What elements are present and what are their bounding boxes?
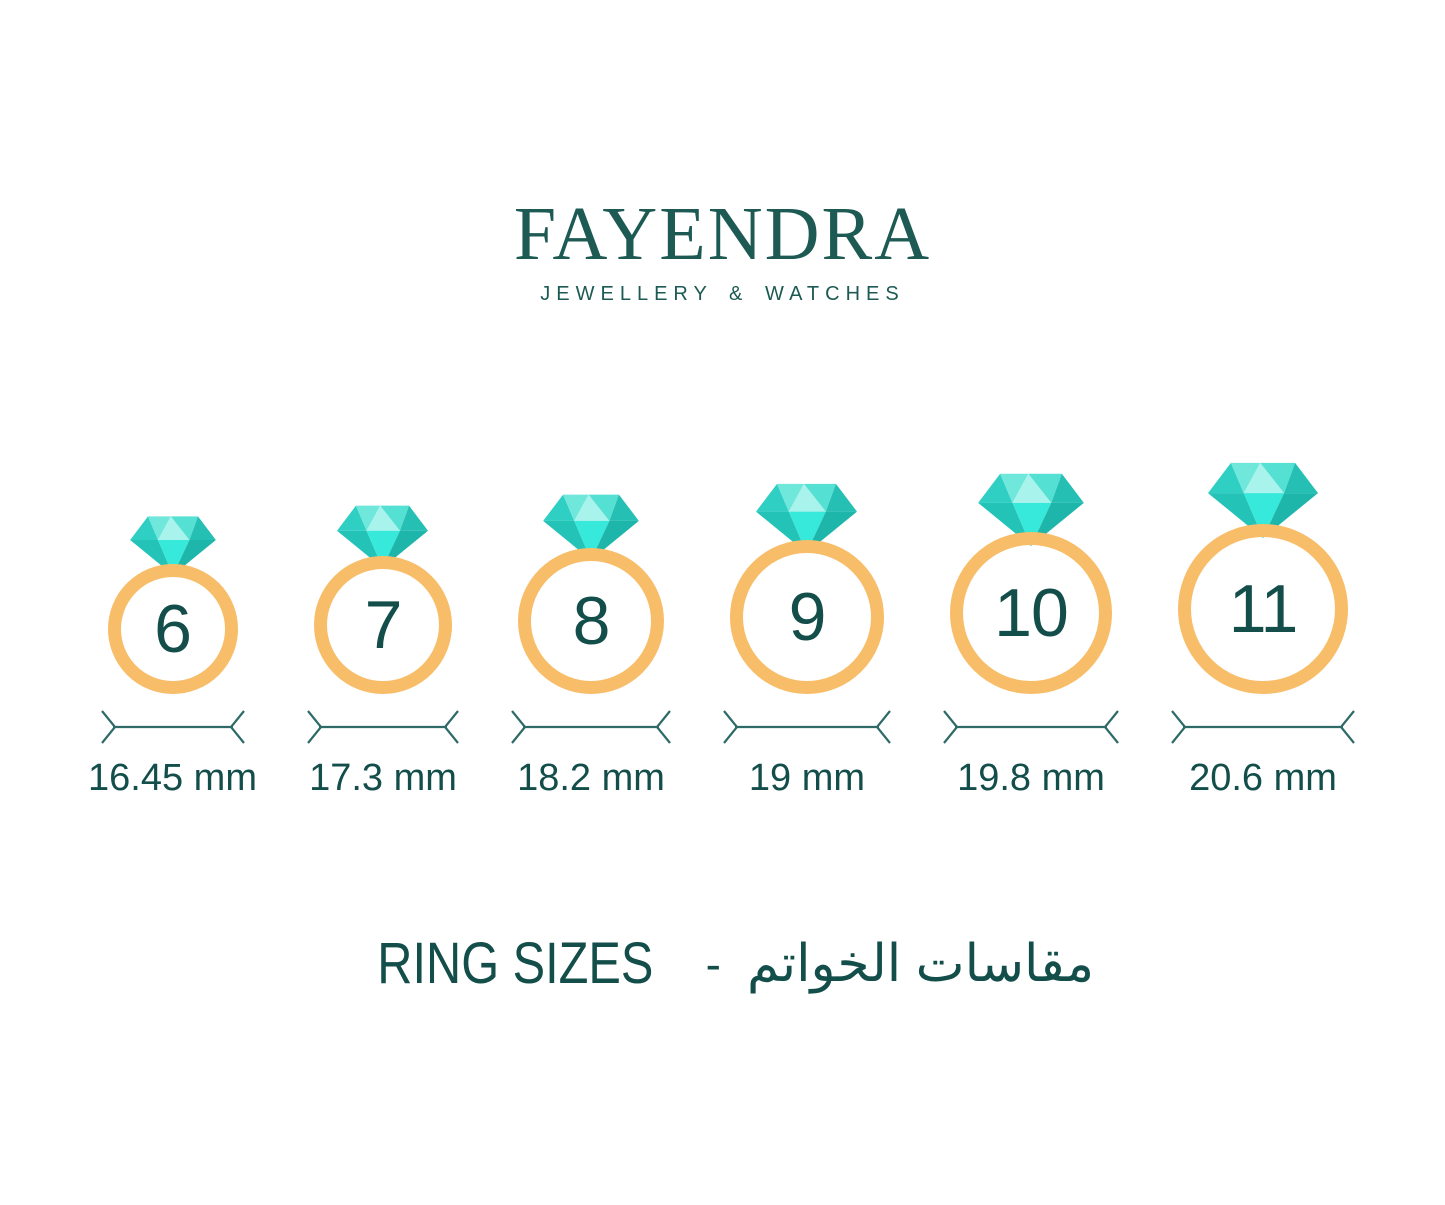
ring-size-number: 7	[364, 587, 403, 663]
chart-title: RING SIZES - مقاسات الخواتم	[0, 930, 1445, 997]
dimension-slot	[99, 694, 247, 746]
width-arrow-icon	[943, 710, 1119, 744]
diamond-icon	[978, 473, 1084, 546]
dimension-slot	[1169, 694, 1357, 746]
dimension-slot	[721, 694, 893, 746]
diameter-label: 19.8 mm	[957, 756, 1105, 799]
ring-size-number: 11	[1228, 571, 1299, 647]
diamond-slot	[543, 493, 639, 560]
ring-size-number: 8	[572, 583, 611, 659]
width-arrow-icon	[511, 710, 671, 744]
ring-column: 11 20.6 mm	[1169, 461, 1357, 800]
diameter-label: 20.6 mm	[1189, 756, 1337, 799]
ring-band-icon: 10	[949, 532, 1112, 694]
width-arrow-icon	[723, 710, 891, 744]
diamond-slot	[337, 504, 429, 568]
chart-title-separator: -	[705, 937, 721, 990]
ring-column: 8 18.2 mm	[509, 493, 673, 800]
ring-band-icon: 6	[107, 564, 238, 694]
width-arrow-icon	[307, 710, 459, 744]
diamond-slot	[1207, 461, 1318, 538]
ring-band-icon: 8	[517, 548, 664, 694]
ring-column: 7 17.3 mm	[305, 504, 461, 800]
ring-band-icon: 7	[313, 556, 452, 694]
diamond-slot	[978, 472, 1084, 546]
chart-title-english: RING SIZES	[377, 931, 654, 996]
brand-tagline: JEWELLERY & WATCHES	[540, 283, 905, 305]
dimension-slot	[941, 694, 1121, 746]
diameter-label: 19 mm	[748, 756, 866, 799]
ring-size-row: 6 16.45 mm 7 17.3 mm 8 18.2 mm 9 19 mm 1…	[0, 432, 1445, 800]
diameter-label: 16.45 mm	[88, 756, 257, 799]
width-arrow-icon	[1171, 710, 1355, 744]
ring-column: 10 19.8 mm	[941, 472, 1121, 800]
ring-size-number: 10	[994, 575, 1069, 651]
diameter-label: 17.3 mm	[309, 756, 457, 799]
diamond-slot	[129, 515, 216, 575]
ring-band-icon: 11	[1177, 524, 1348, 694]
chart-title-arabic: مقاسات الخواتم	[746, 934, 1095, 993]
diamond-slot	[756, 482, 858, 553]
brand-logo-text: FAYENDRA	[513, 192, 932, 276]
ring-size-number: 6	[154, 591, 192, 667]
ring-column: 9 19 mm	[721, 482, 893, 800]
diamond-icon	[337, 505, 429, 568]
width-arrow-icon	[100, 710, 245, 744]
ring-band-icon: 9	[729, 540, 884, 694]
ring-column: 6 16.45 mm	[88, 515, 257, 800]
dimension-slot	[509, 694, 673, 746]
ring-size-number: 9	[788, 579, 827, 655]
dimension-slot	[305, 694, 461, 746]
brand-header: FAYENDRA JEWELLERY & WATCHES	[0, 196, 1445, 306]
diamond-icon	[756, 483, 858, 553]
diameter-label: 18.2 mm	[517, 756, 665, 799]
